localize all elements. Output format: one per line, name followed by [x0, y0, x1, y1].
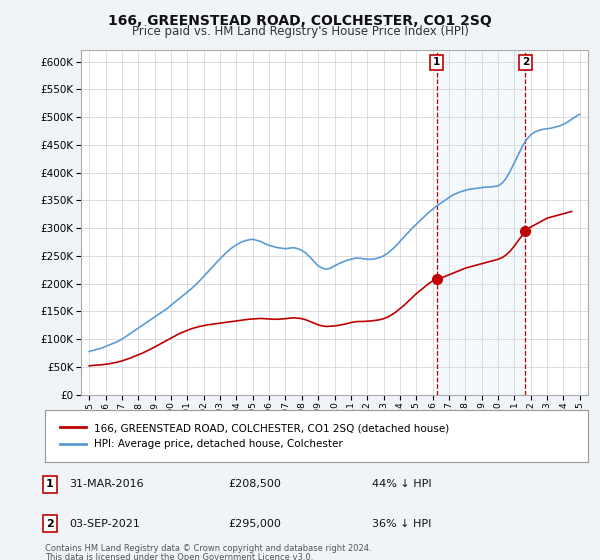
Text: 2: 2 [522, 58, 529, 67]
Legend: 166, GREENSTEAD ROAD, COLCHESTER, CO1 2SQ (detached house), HPI: Average price, : 166, GREENSTEAD ROAD, COLCHESTER, CO1 2S… [56, 419, 454, 454]
Text: 36% ↓ HPI: 36% ↓ HPI [372, 519, 431, 529]
Text: Price paid vs. HM Land Registry's House Price Index (HPI): Price paid vs. HM Land Registry's House … [131, 25, 469, 38]
Text: Contains HM Land Registry data © Crown copyright and database right 2024.: Contains HM Land Registry data © Crown c… [45, 544, 371, 553]
Text: 2: 2 [46, 519, 53, 529]
Bar [437, 50, 526, 395]
Text: £295,000: £295,000 [228, 519, 281, 529]
Text: 31-MAR-2016: 31-MAR-2016 [69, 479, 143, 489]
Text: 03-SEP-2021: 03-SEP-2021 [69, 519, 140, 529]
Text: £208,500: £208,500 [228, 479, 281, 489]
Text: 166, GREENSTEAD ROAD, COLCHESTER, CO1 2SQ: 166, GREENSTEAD ROAD, COLCHESTER, CO1 2S… [108, 14, 492, 28]
Text: This data is licensed under the Open Government Licence v3.0.: This data is licensed under the Open Gov… [45, 553, 313, 560]
Text: 44% ↓ HPI: 44% ↓ HPI [372, 479, 431, 489]
Text: 1: 1 [433, 58, 440, 67]
Text: 1: 1 [46, 479, 53, 489]
